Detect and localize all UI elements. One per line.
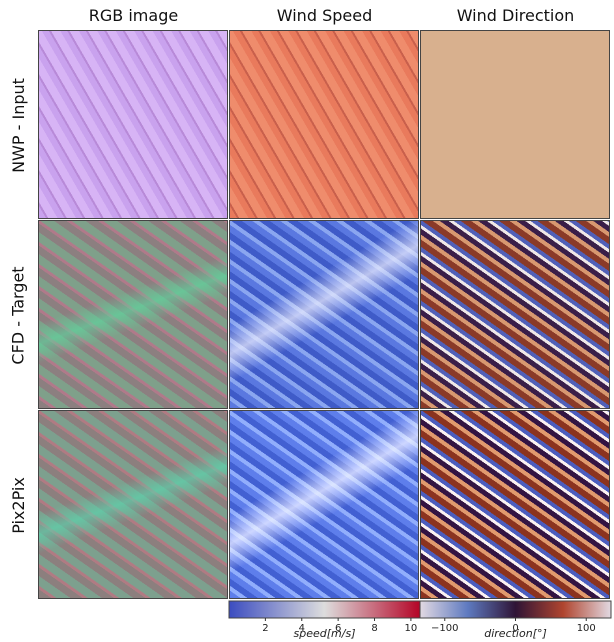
colorbar [229,601,420,618]
tick-label: −100 [431,623,458,634]
figure: RGB image Wind Speed Wind Direction NWP … [0,0,614,642]
tick-label: 10 [405,623,418,634]
tick-label: 100 [577,623,596,634]
colorbar [420,601,611,618]
colorbar-label: direction[°] [484,627,547,640]
tick-label: 2 [262,623,268,634]
colorbar-label: speed[m/s] [294,627,356,640]
tick-label: 8 [371,623,377,634]
colorbars: 246810speed[m/s]−1000100direction[°] [0,0,614,642]
